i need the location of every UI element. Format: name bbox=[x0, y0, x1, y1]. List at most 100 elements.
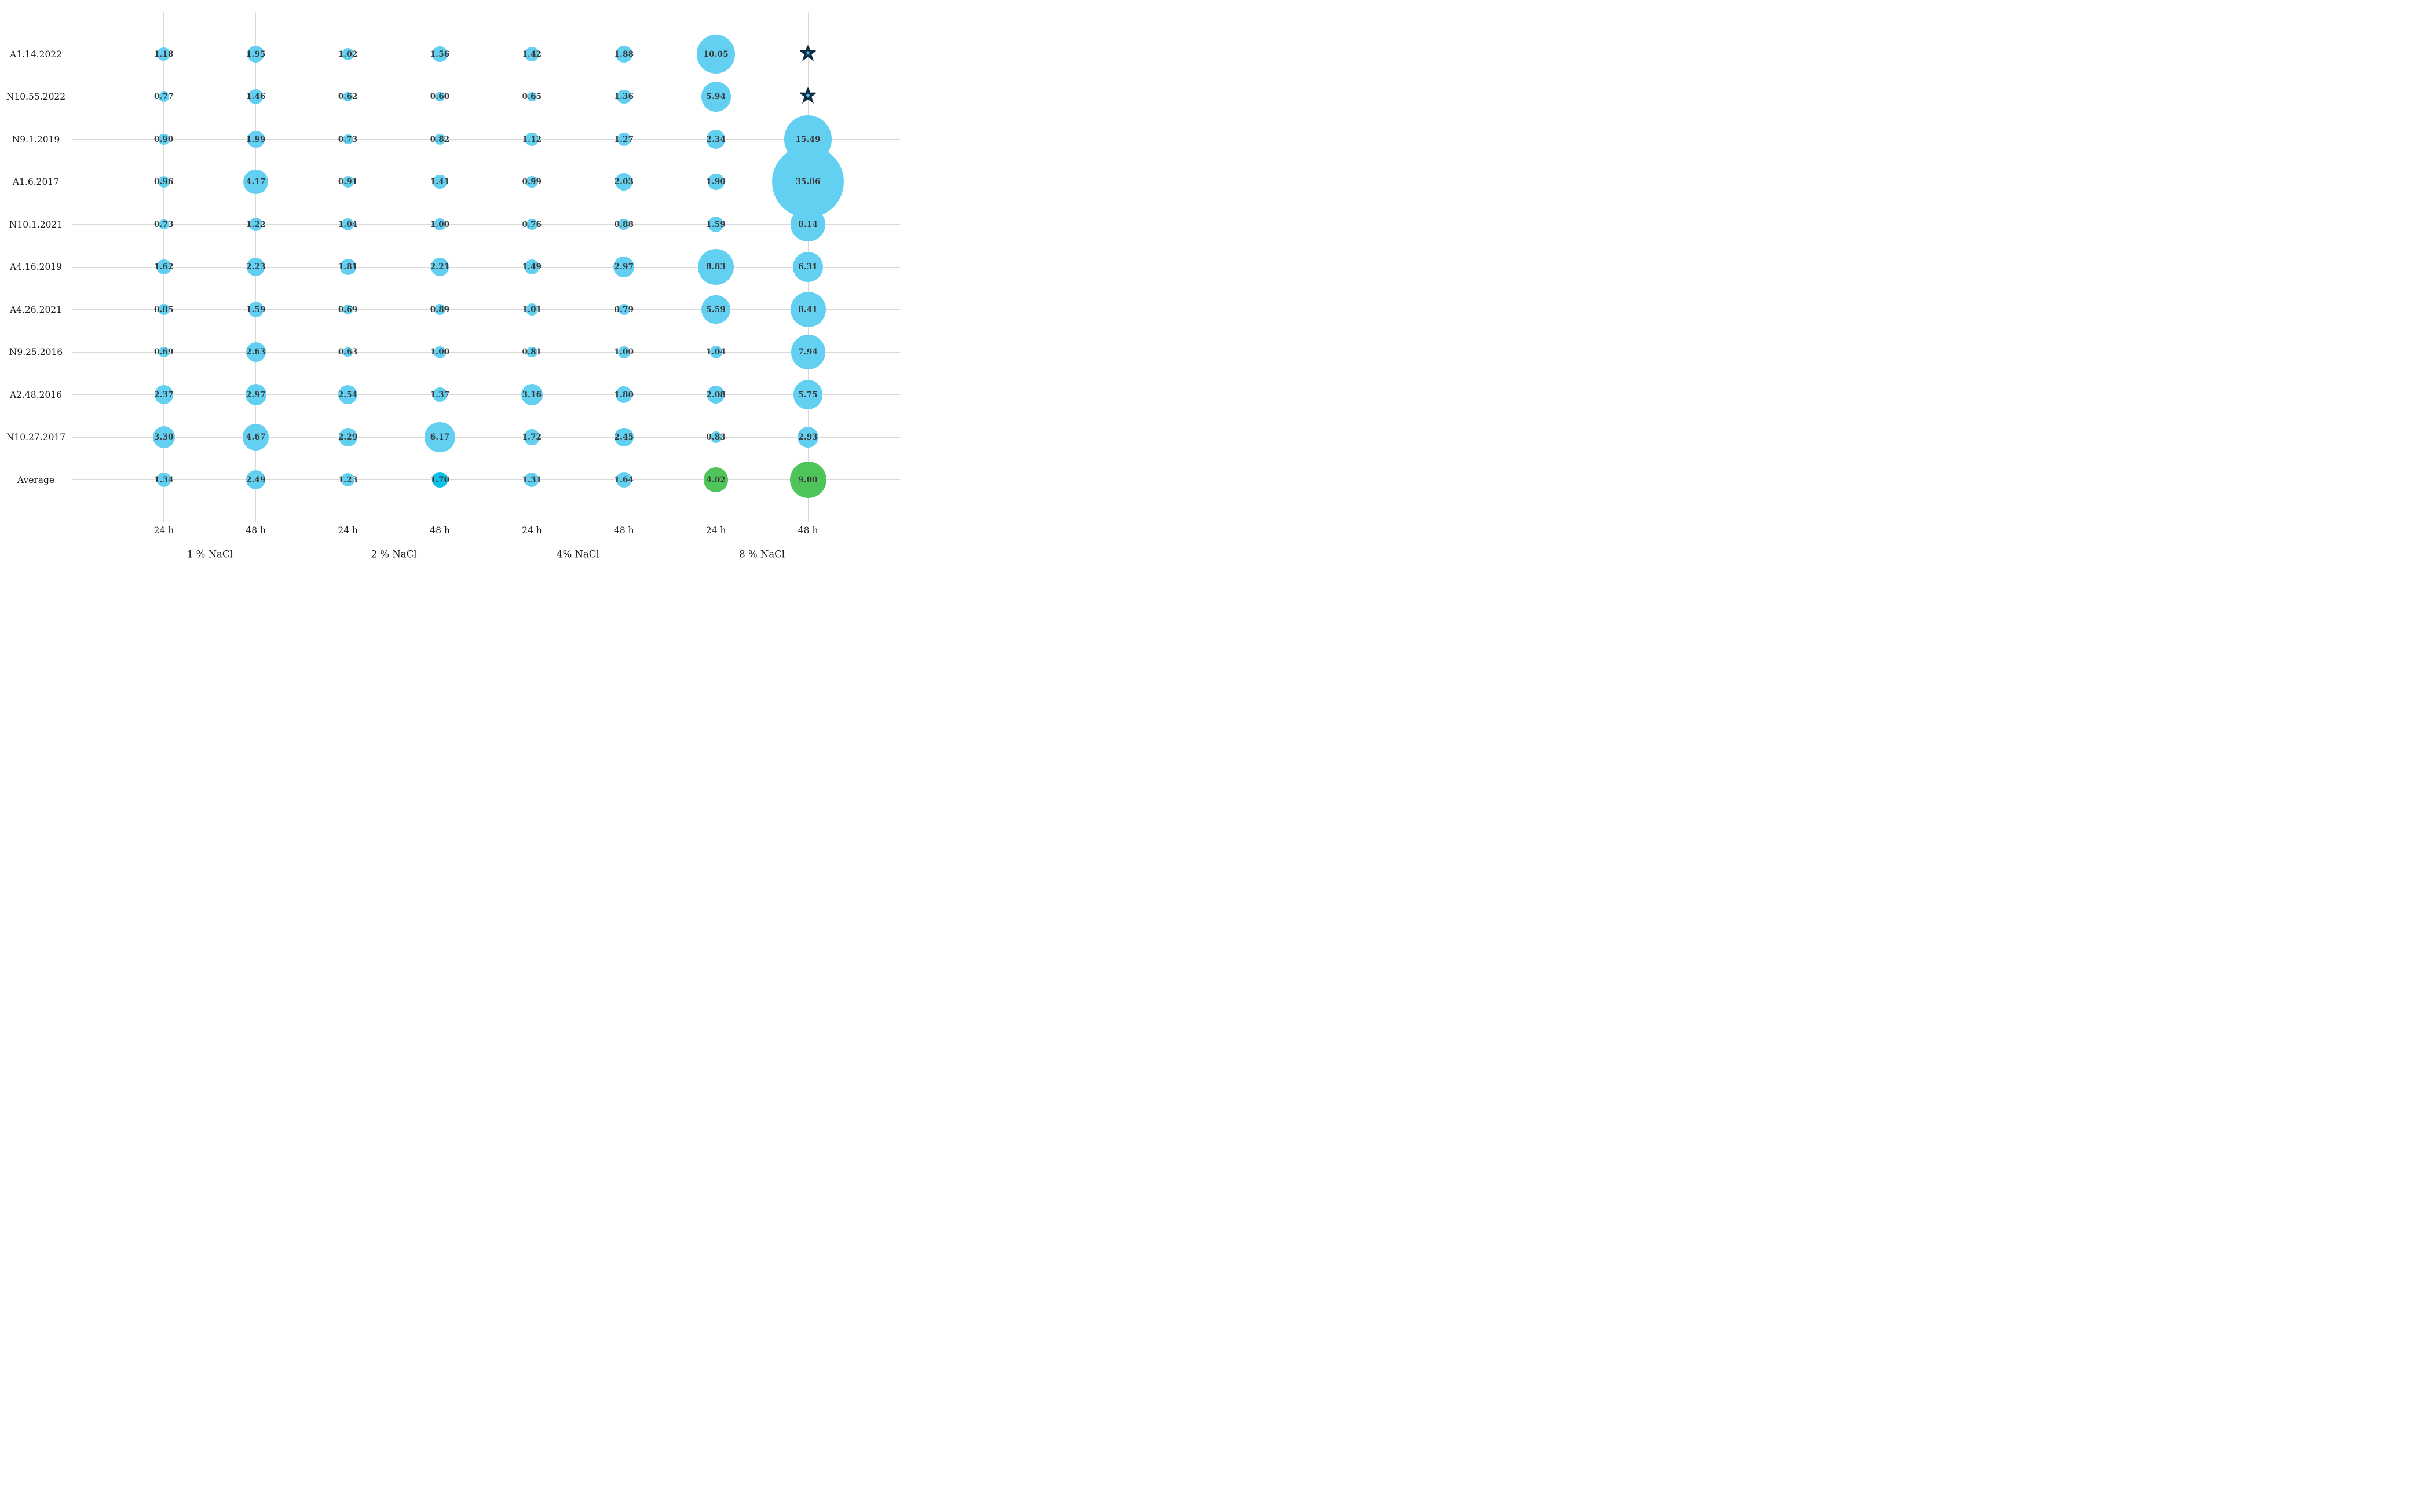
bubble-value-label: 1.00 bbox=[430, 219, 450, 229]
data-bubble bbox=[425, 422, 455, 453]
bubble-value-label: 8.14 bbox=[798, 219, 818, 229]
bubble-value-label: 1.90 bbox=[706, 177, 726, 186]
data-bubble bbox=[526, 346, 537, 358]
data-bubble bbox=[619, 304, 630, 315]
bubble-value-label: 0.82 bbox=[430, 134, 450, 144]
bubble-value-label: 2.97 bbox=[246, 390, 266, 400]
data-bubble bbox=[154, 385, 174, 404]
gridline-horizontal bbox=[72, 479, 900, 480]
bubble-value-label: 6.31 bbox=[798, 262, 818, 272]
bubble-value-label: 5.59 bbox=[706, 305, 726, 314]
data-bubble bbox=[617, 132, 631, 147]
data-bubble bbox=[525, 473, 539, 487]
bubble-value-label: 0.91 bbox=[338, 177, 358, 186]
bubble-value-label: 9.00 bbox=[798, 475, 818, 485]
data-bubble bbox=[343, 347, 353, 357]
data-bubble bbox=[701, 295, 731, 324]
bubble-value-label: 35.06 bbox=[795, 177, 821, 186]
bubble-value-label: 0.69 bbox=[154, 347, 174, 357]
bubble-value-label: 2.08 bbox=[706, 390, 726, 400]
bubble-value-label: 1.01 bbox=[522, 305, 542, 314]
bubble-value-label: 8.83 bbox=[706, 262, 726, 272]
bubble-value-label: 1.18 bbox=[154, 49, 174, 59]
data-bubble bbox=[524, 259, 540, 274]
data-bubble bbox=[433, 174, 447, 189]
data-bubble bbox=[614, 427, 634, 447]
bubble-value-label: 1.34 bbox=[154, 475, 174, 485]
bubble-value-label: 1.46 bbox=[246, 92, 266, 101]
bubble-value-label: 2.54 bbox=[338, 390, 358, 400]
bubble-value-label: 0.89 bbox=[430, 305, 450, 314]
data-bubble bbox=[708, 217, 724, 232]
bubble-value-label: 1.56 bbox=[430, 49, 450, 59]
data-bubble bbox=[248, 89, 264, 104]
bubble-value-label: 1.59 bbox=[246, 305, 266, 314]
y-axis-category-label: Average bbox=[17, 474, 55, 485]
y-axis-category-label: N9.1.2019 bbox=[12, 134, 60, 145]
bubble-value-label: 0.69 bbox=[338, 305, 358, 314]
data-bubble bbox=[615, 173, 633, 191]
bubble-value-label: 1.70 bbox=[430, 475, 450, 485]
x-axis-group-label: 8 % NaCl bbox=[739, 548, 785, 560]
data-bubble bbox=[707, 386, 725, 404]
data-bubble bbox=[434, 218, 447, 230]
x-axis-time-label: 48 h bbox=[614, 525, 634, 536]
data-bubble bbox=[338, 428, 357, 446]
data-bubble bbox=[342, 47, 354, 61]
plot-area-border bbox=[72, 12, 901, 523]
data-bubble bbox=[243, 169, 269, 195]
y-axis-category-label: N10.1.2021 bbox=[9, 219, 63, 230]
data-bubble bbox=[526, 219, 537, 230]
data-bubble bbox=[521, 383, 543, 406]
data-bubble bbox=[434, 133, 446, 145]
data-bubble bbox=[158, 175, 170, 188]
data-bubble bbox=[247, 45, 265, 63]
bubble-value-label: 1.88 bbox=[614, 49, 634, 59]
data-bubble bbox=[157, 47, 171, 61]
bubble-value-label: 1.49 bbox=[522, 262, 542, 272]
data-bubble bbox=[707, 130, 726, 149]
y-axis-category-label: A1.14.2022 bbox=[9, 49, 63, 60]
bubble-value-label: 2.29 bbox=[338, 433, 358, 442]
gridline-horizontal bbox=[72, 394, 900, 395]
bubble-value-label: 2.49 bbox=[246, 475, 266, 485]
data-bubble bbox=[246, 470, 266, 490]
data-bubble bbox=[525, 303, 538, 316]
data-bubble bbox=[339, 258, 356, 276]
data-bubble bbox=[710, 431, 722, 443]
bubble-value-label: 5.94 bbox=[706, 92, 726, 101]
data-bubble bbox=[156, 259, 172, 275]
data-bubble bbox=[158, 133, 170, 145]
bubble-value-label: 1.00 bbox=[614, 347, 634, 357]
data-bubble bbox=[245, 384, 266, 405]
x-axis-group-label: 2 % NaCl bbox=[371, 548, 417, 560]
bubble-value-label: 1.59 bbox=[706, 219, 726, 229]
data-bubble bbox=[701, 82, 731, 112]
data-bubble bbox=[524, 46, 539, 61]
data-bubble bbox=[159, 347, 169, 357]
bubble-value-label: 0.81 bbox=[522, 347, 542, 357]
data-bubble bbox=[158, 91, 170, 102]
data-bubble bbox=[707, 173, 725, 191]
bubble-value-label: 3.30 bbox=[154, 433, 174, 442]
bubble-value-label: 1.95 bbox=[246, 49, 266, 59]
data-bubble bbox=[435, 91, 445, 102]
bubble-value-label: 2.97 bbox=[614, 262, 634, 272]
star-icon bbox=[798, 85, 818, 106]
bubble-value-label: 1.27 bbox=[614, 134, 634, 144]
bubble-value-label: 1.04 bbox=[706, 347, 726, 357]
bubble-value-label: 0.79 bbox=[614, 305, 634, 314]
bubble-value-label: 1.04 bbox=[338, 219, 358, 229]
data-bubble bbox=[618, 218, 630, 230]
data-bubble bbox=[342, 175, 354, 188]
data-bubble bbox=[342, 304, 353, 315]
bubble-value-label: 6.17 bbox=[430, 433, 450, 442]
data-bubble bbox=[789, 462, 826, 498]
data-bubble bbox=[525, 175, 538, 188]
bubble-value-label: 7.94 bbox=[798, 347, 818, 357]
bubble-value-label: 15.49 bbox=[795, 134, 821, 144]
y-axis-category-label: A1.6.2017 bbox=[12, 177, 60, 187]
data-bubble bbox=[341, 473, 355, 487]
bubble-value-label: 0.99 bbox=[522, 177, 542, 186]
bubble-value-label: 0.73 bbox=[154, 219, 174, 229]
